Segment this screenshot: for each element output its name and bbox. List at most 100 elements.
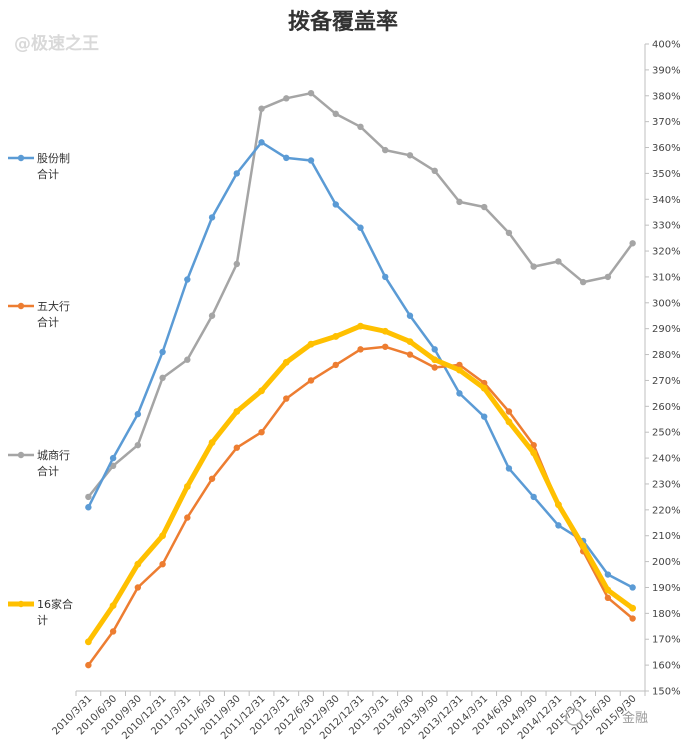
y-tick-label: 160% bbox=[652, 661, 681, 672]
watermark-text: @极速之王 bbox=[14, 33, 99, 54]
logo-badge: 金融 bbox=[565, 708, 648, 726]
data-point bbox=[159, 560, 166, 568]
y-tick-label: 280% bbox=[652, 350, 681, 361]
data-point bbox=[505, 465, 513, 472]
data-point bbox=[604, 586, 612, 594]
legend-swatch-marker bbox=[17, 451, 25, 459]
y-tick-label: 220% bbox=[652, 505, 681, 516]
legend-swatch-marker bbox=[17, 600, 25, 608]
data-point bbox=[159, 348, 166, 356]
legend-label: 五大行 bbox=[37, 299, 70, 313]
data-point bbox=[382, 146, 389, 154]
data-point bbox=[505, 418, 513, 426]
data-point bbox=[85, 504, 92, 511]
y-tick-label: 290% bbox=[652, 324, 681, 335]
y-tick-label: 400% bbox=[652, 40, 681, 51]
data-point bbox=[258, 139, 265, 146]
data-point bbox=[530, 449, 538, 457]
series-1 bbox=[85, 89, 636, 501]
data-point bbox=[480, 384, 488, 392]
data-point bbox=[431, 356, 439, 364]
y-tick-label: 170% bbox=[652, 635, 681, 646]
data-point bbox=[184, 276, 191, 283]
data-point bbox=[258, 429, 265, 436]
data-point bbox=[406, 338, 414, 346]
data-point bbox=[629, 240, 636, 247]
data-point bbox=[629, 584, 636, 591]
data-point bbox=[208, 439, 216, 446]
data-point bbox=[109, 462, 117, 470]
legend-label: 合计 bbox=[37, 315, 59, 329]
data-point bbox=[283, 395, 290, 402]
data-point bbox=[159, 374, 166, 382]
legend-swatch-marker bbox=[17, 154, 25, 162]
data-point bbox=[357, 346, 364, 353]
data-point bbox=[431, 346, 438, 353]
data-point bbox=[406, 351, 414, 358]
data-point bbox=[134, 410, 142, 418]
data-point bbox=[307, 340, 315, 348]
data-point bbox=[381, 327, 389, 335]
data-point bbox=[629, 615, 636, 622]
y-tick-label: 380% bbox=[652, 91, 681, 102]
data-point bbox=[233, 408, 241, 415]
data-point bbox=[85, 661, 92, 669]
data-point bbox=[555, 501, 562, 509]
y-tick-label: 270% bbox=[652, 376, 681, 387]
data-point bbox=[382, 343, 389, 350]
data-point bbox=[456, 361, 463, 369]
data-point bbox=[109, 628, 117, 635]
legend-label: 合计 bbox=[37, 167, 59, 181]
data-point bbox=[332, 110, 339, 118]
data-point bbox=[530, 263, 537, 270]
data-point bbox=[159, 532, 166, 540]
data-point bbox=[84, 638, 92, 646]
data-point bbox=[480, 413, 488, 420]
data-point bbox=[555, 258, 562, 265]
series-line bbox=[87, 345, 634, 667]
series-layer bbox=[84, 89, 637, 669]
data-point bbox=[480, 203, 488, 211]
data-point bbox=[579, 542, 587, 550]
data-point bbox=[604, 571, 612, 578]
data-point bbox=[183, 483, 191, 490]
data-point bbox=[109, 454, 117, 462]
legend-label: 城商行 bbox=[37, 448, 70, 462]
data-point bbox=[134, 584, 142, 591]
data-point bbox=[332, 333, 340, 340]
legend-label: 合计 bbox=[37, 464, 59, 478]
data-point bbox=[406, 312, 414, 319]
series-3 bbox=[84, 322, 637, 646]
legend-label: 16家合 bbox=[37, 597, 73, 611]
data-point bbox=[456, 390, 463, 397]
data-point bbox=[283, 154, 290, 162]
data-point bbox=[109, 602, 117, 609]
y-tick-label: 340% bbox=[652, 195, 681, 206]
data-point bbox=[431, 364, 438, 371]
data-point bbox=[208, 312, 216, 319]
data-point bbox=[629, 604, 637, 612]
data-point bbox=[579, 278, 587, 286]
axes: 150% 160% 170% 180% 190% 200% 210% 220% 230% 240%… bbox=[50, 40, 680, 742]
series-line bbox=[87, 91, 634, 499]
y-tick-label: 190% bbox=[652, 583, 681, 594]
data-point bbox=[332, 201, 339, 208]
data-point bbox=[307, 157, 315, 164]
data-point bbox=[357, 123, 364, 131]
data-point bbox=[456, 366, 463, 374]
data-point bbox=[134, 441, 142, 449]
data-point bbox=[208, 214, 216, 221]
data-point bbox=[208, 475, 216, 482]
data-point bbox=[530, 441, 537, 449]
data-point bbox=[406, 152, 414, 159]
chart-title: 拨备覆盖率 bbox=[288, 9, 398, 35]
series-2 bbox=[85, 343, 636, 669]
series-0 bbox=[85, 139, 636, 591]
data-point bbox=[505, 408, 513, 415]
